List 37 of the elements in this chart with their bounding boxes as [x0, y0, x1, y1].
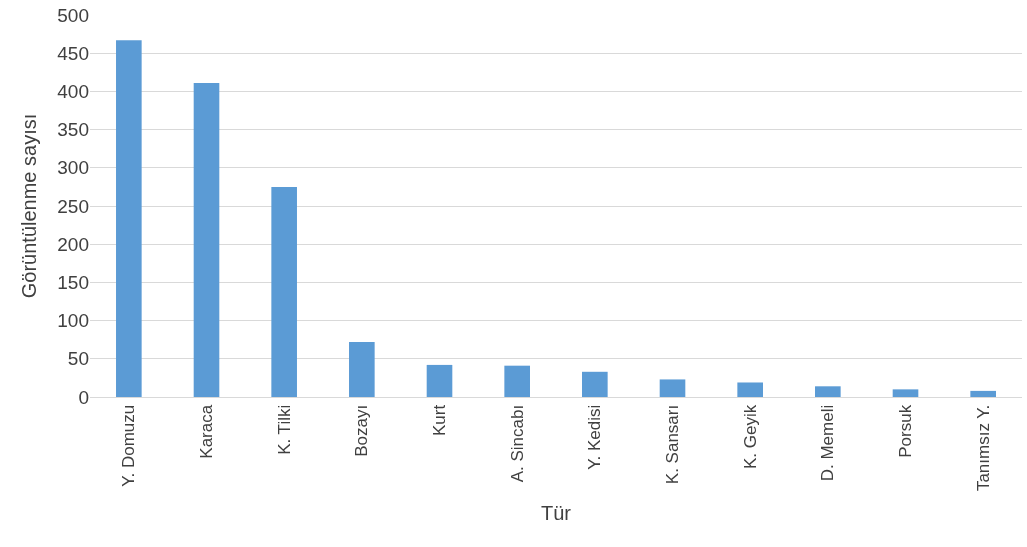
x-tick-label: Kurt [430, 404, 450, 436]
bar [504, 365, 530, 397]
y-tick-label: 500 [57, 4, 89, 26]
bar [815, 386, 841, 397]
y-tick-label: 50 [67, 348, 89, 370]
y-tick-label: 250 [57, 195, 89, 217]
bar [892, 389, 919, 397]
y-tick-label: 400 [57, 81, 89, 103]
y-tick-label: 0 [78, 386, 89, 408]
x-tick-label: Karaca [197, 404, 217, 459]
y-tick-label: 350 [57, 119, 89, 141]
x-tick-label: Porsuk [896, 404, 916, 458]
bar [349, 341, 375, 397]
x-tick-label: Tanımsız Y. [973, 404, 993, 492]
bar [582, 371, 608, 397]
x-tick-label: Y. Kedisi [585, 404, 605, 470]
y-tick-label: 300 [57, 157, 89, 179]
x-tick-label: A. Sincabı [507, 404, 527, 483]
x-tick-label: K. Tilki [274, 404, 294, 455]
x-tick-label: D. Memeli [818, 404, 838, 482]
y-tick-label: 100 [57, 310, 89, 332]
bar [970, 390, 996, 397]
bar [116, 40, 142, 397]
y-tick-label: 200 [57, 233, 89, 255]
x-axis-title: Tür [541, 501, 572, 524]
x-tick-label: Bozayı [352, 404, 372, 457]
x-tick-label: K. Geyik [740, 404, 760, 470]
y-axis-title: Görüntülenme sayısı [17, 113, 40, 299]
y-tick-label: 450 [57, 42, 89, 64]
bar [659, 379, 686, 397]
y-tick-label: 150 [57, 272, 89, 294]
bar [426, 364, 453, 397]
bar [193, 83, 220, 397]
bar [271, 186, 297, 397]
x-tick-label: K. Sansarı [663, 404, 683, 485]
bar [737, 382, 763, 397]
x-tick-label: Y. Domuzu [119, 404, 139, 487]
